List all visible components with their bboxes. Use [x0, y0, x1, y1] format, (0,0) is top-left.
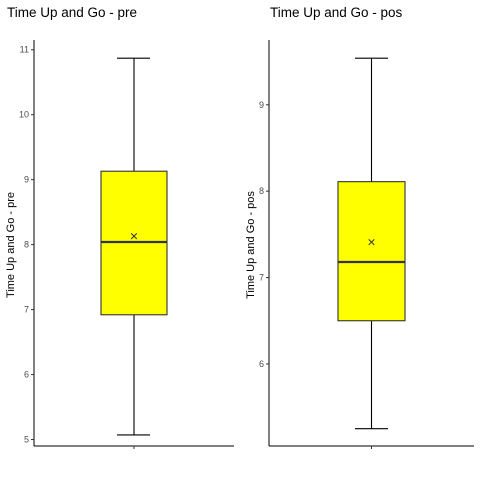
y-tick-label-pre: 11 — [20, 45, 29, 55]
y-tick-label-pos: 9 — [259, 100, 264, 110]
box-iqr-pos — [337, 181, 406, 322]
y-tick-label-pos: 7 — [259, 273, 264, 283]
y-tick-label-pre: 9 — [24, 175, 29, 185]
y-tick-label-pre: 5 — [24, 435, 29, 445]
plot-area-pre: 5 6 7 8 9 10 11 — [19, 40, 234, 449]
mean-marker-pre — [130, 233, 138, 240]
mean-marker-pos — [368, 238, 375, 246]
panel-title-pos: Time Up and Go - pos — [270, 5, 403, 20]
panel-title-pre: Time Up and Go - pre — [7, 5, 137, 20]
y-tick-label-pre: 8 — [24, 240, 29, 250]
y-tick-label-pre: 7 — [24, 305, 29, 315]
y-tick-label-pre: 6 — [24, 370, 29, 380]
y-tick-label-pos: 6 — [259, 359, 264, 369]
mean-marker-stroke — [130, 233, 138, 240]
panel-pos: Time Up and Go - pos Time Up and Go - po… — [245, 5, 474, 449]
y-axis-title-pre: Time Up and Go - pre — [5, 192, 17, 298]
mean-marker-stroke — [368, 238, 375, 246]
y-axis-title-pos: Time Up and Go - pos — [245, 191, 257, 299]
plot-area-pos: 6 7 8 9 — [259, 40, 474, 449]
panel-pre: Time Up and Go - pre Time Up and Go - pr… — [5, 5, 234, 449]
y-tick-label-pos: 8 — [259, 186, 264, 196]
y-tick-label-pre: 10 — [19, 110, 29, 120]
